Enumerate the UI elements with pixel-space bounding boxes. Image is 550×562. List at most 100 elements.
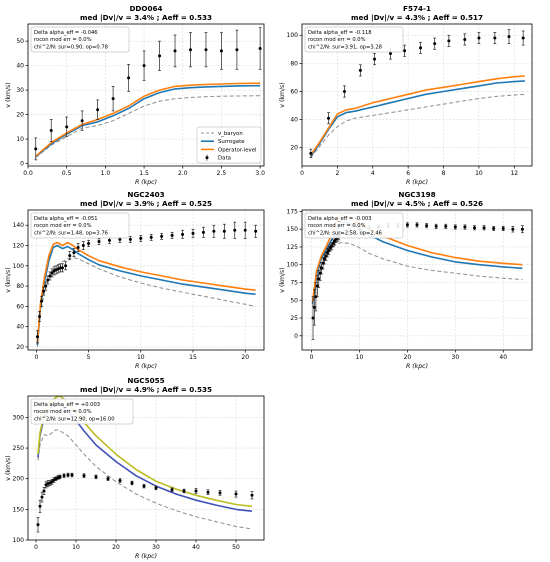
x-axis-label: R (kpc): [135, 553, 157, 560]
x-tick-label: 0.0: [23, 170, 33, 177]
y-tick-label: 150: [13, 506, 25, 513]
legend: v_baryon Surrogate Operator-level Data: [196, 126, 262, 164]
data-point: [81, 244, 85, 248]
data-point: [170, 488, 174, 492]
y-tick-label: 40: [290, 117, 298, 124]
y-tick-label: 60: [290, 88, 298, 95]
annotation-line: Delta alpha_eff = -0.051: [34, 216, 98, 222]
y-tick-label: 75: [290, 279, 298, 286]
data-point: [60, 266, 64, 270]
x-tick-label: 2.0: [178, 170, 188, 177]
annotation-line: rocon mod err = 0.0%: [308, 223, 366, 229]
x-tick-label: 40: [192, 544, 200, 551]
data-point: [415, 223, 419, 227]
x-tick-label: 10: [72, 544, 80, 551]
x-tick-label: 6: [406, 170, 410, 177]
data-point: [492, 226, 496, 230]
data-point: [42, 489, 46, 493]
data-point: [72, 251, 76, 255]
data-point: [331, 241, 335, 245]
y-axis-label: v (km/s): [279, 267, 286, 292]
annotation-line: rocon mod err = 0.0%: [34, 37, 92, 43]
series-group: [34, 27, 262, 161]
legend-entry-surrogate: Surrogate: [201, 139, 245, 145]
baryon-line: [36, 257, 256, 348]
axes-frame: [27, 395, 265, 541]
data-point: [434, 224, 438, 228]
x-axis-label: R (kpc): [406, 363, 428, 370]
y-tick-label: 0: [20, 161, 24, 168]
y-tick-label: 100: [287, 32, 299, 39]
data-point: [325, 251, 329, 255]
data-point: [444, 224, 448, 228]
data-point: [170, 233, 174, 237]
data-point: [80, 119, 84, 123]
annotation-line: Delta alpha_eff = -0.046: [34, 30, 98, 36]
annotation-line: chi^2/N: sur=1.48, op=3.76: [34, 230, 108, 236]
data-point: [212, 229, 216, 233]
y-tick-label: 20: [16, 112, 24, 119]
y-tick-label: 50: [290, 297, 298, 304]
annotation-line: Delta alpha_eff = -0.118: [308, 30, 372, 36]
panel-title: NGC3198: [398, 190, 435, 199]
y-tick-label: 0: [294, 333, 298, 340]
y-tick-label: 20: [16, 344, 24, 351]
data-point: [463, 225, 467, 229]
data-point: [158, 54, 162, 58]
data-point: [333, 239, 337, 243]
surrogate-line: [36, 244, 256, 345]
y-tick-label: 40: [16, 324, 24, 331]
data-point: [250, 493, 254, 497]
panel-subtitle: med |Dv|/v = 3.4% ; Aeff = 0.533: [80, 13, 212, 23]
data-point: [201, 230, 205, 234]
x-axis-label: R (kpc): [406, 179, 428, 186]
operator-line: [310, 75, 525, 156]
y-axis-label: v (km/s): [5, 82, 12, 107]
y-tick-label: 100: [287, 262, 299, 269]
data-point: [188, 48, 192, 52]
data-point: [107, 238, 111, 242]
annotation-line: chi^2/N: sur=12.90, op=16.00: [34, 416, 115, 422]
data-point: [37, 315, 41, 319]
data-point: [82, 474, 86, 478]
legend-marker: [205, 156, 209, 160]
panel-subtitle: med |Dv|/v = 4.5% ; Aeff = 0.526: [351, 199, 483, 209]
data-point: [463, 37, 467, 41]
annotation-line: chi^2/N: sur=3.91, op=3.28: [308, 44, 382, 50]
data-point: [97, 239, 101, 243]
x-tick-label: 1.5: [139, 170, 149, 177]
y-tick-label: 125: [287, 244, 299, 251]
x-tick-label: 3.0: [255, 170, 265, 177]
data-point: [40, 299, 44, 303]
y-tick-label: 20: [290, 145, 298, 152]
x-tick-label: 0: [310, 354, 314, 361]
x-tick-label: 8: [442, 170, 446, 177]
panel-title: F574-1: [403, 4, 431, 13]
x-tick-label: 20: [404, 354, 412, 361]
y-tick-label: 10: [16, 136, 24, 143]
data-point: [501, 226, 505, 230]
x-tick-label: 0: [34, 354, 38, 361]
series-group: [309, 29, 525, 158]
data-point: [118, 237, 122, 241]
data-point: [433, 42, 437, 46]
data-point: [511, 227, 515, 231]
x-tick-label: 0: [34, 544, 38, 551]
baryon-line: [310, 93, 525, 158]
data-point: [154, 486, 158, 490]
data-point: [62, 474, 66, 478]
data-point: [70, 473, 74, 477]
annotation-frame: [30, 398, 134, 425]
data-point: [66, 473, 70, 477]
data-point: [50, 271, 54, 275]
y-tick-label: 150: [287, 226, 299, 233]
data-point: [127, 76, 131, 80]
y-tick-label: 250: [13, 445, 25, 452]
data-point: [311, 316, 315, 320]
baryon-line: [312, 242, 523, 308]
